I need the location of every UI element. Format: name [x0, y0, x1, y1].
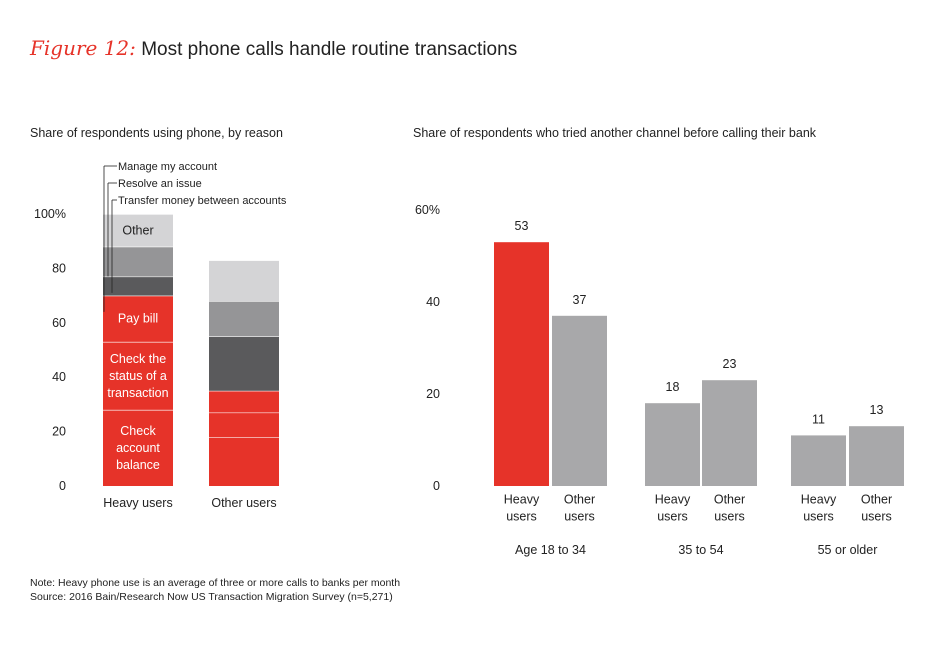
right-bar-value-label: 11 — [812, 412, 825, 426]
left-bar-segment — [103, 341, 173, 410]
figure-title-text: Most phone calls handle routine transact… — [141, 39, 518, 60]
left-x-category-label: Other users — [211, 496, 276, 510]
note-text: Note: Heavy phone use is an average of t… — [30, 577, 401, 589]
left-y-tick-label: 100% — [34, 207, 66, 221]
right-bar — [702, 380, 757, 486]
annotation-label: Transfer money between accounts — [118, 195, 287, 207]
right-bar-category-label: Other users — [714, 493, 745, 524]
right-bar-category-label: Other users — [564, 493, 595, 524]
left-y-tick-label: 0 — [59, 479, 66, 493]
footnote: Note: Heavy phone use is an average of t… — [30, 576, 400, 604]
right-bar — [791, 435, 846, 486]
left-y-tick-label: 60 — [52, 316, 66, 330]
figure-label: Figure 12: — [30, 36, 136, 60]
annotation-label: Resolve an issue — [118, 178, 202, 190]
right-bar — [552, 315, 607, 486]
figure-title: Figure 12: Most phone calls handle routi… — [30, 36, 517, 61]
right-group-label: Age 18 to 34 — [515, 543, 586, 557]
left-x-category-label: Heavy users — [103, 496, 172, 510]
left-segment-label: Pay bill — [118, 312, 158, 326]
left-bar-segment — [103, 276, 173, 296]
right-bar-value-label: 23 — [723, 357, 737, 371]
left-bar-segment — [209, 336, 279, 391]
right-bar — [849, 426, 904, 486]
right-bar — [645, 403, 700, 486]
right-group-label: 55 or older — [818, 543, 878, 557]
left-segment-label: Check account balance — [116, 424, 160, 472]
right-bar-value-label: 18 — [666, 380, 680, 394]
left-bar-segment — [103, 246, 173, 277]
right-y-tick-label: 0 — [433, 479, 440, 493]
left-bar-segment — [103, 295, 173, 342]
left-segment-label: Other — [122, 223, 153, 237]
right-bar-category-label: Heavy users — [504, 493, 540, 524]
right-y-tick-label: 60% — [415, 203, 440, 217]
source-text: Source: 2016 Bain/Research Now US Transa… — [30, 591, 393, 603]
left-y-tick-label: 80 — [52, 261, 66, 275]
right-y-tick-label: 20 — [426, 387, 440, 401]
left-chart-title: Share of respondents using phone, by rea… — [30, 126, 283, 140]
left-bar-segment — [209, 260, 279, 302]
left-segment-label: Check the status of a transaction — [107, 352, 168, 400]
right-bar-category-label: Other users — [861, 493, 892, 524]
left-bar-segment — [209, 412, 279, 438]
left-y-tick-label: 20 — [52, 425, 66, 439]
right-chart-title: Share of respondents who tried another c… — [413, 126, 817, 140]
left-bar-segment — [209, 390, 279, 413]
right-bar-value-label: 37 — [573, 293, 587, 307]
right-bar-value-label: 13 — [870, 403, 884, 417]
right-bar — [494, 242, 549, 486]
annotation-label: Manage my account — [118, 161, 217, 173]
left-bar-segment — [209, 437, 279, 486]
right-bar-category-label: Heavy users — [801, 493, 837, 524]
left-bar-segment — [209, 301, 279, 337]
left-bar-segment — [103, 409, 173, 486]
left-y-tick-label: 40 — [52, 370, 66, 384]
right-bar-value-label: 53 — [515, 219, 529, 233]
right-y-tick-label: 40 — [426, 295, 440, 309]
right-group-label: 35 to 54 — [678, 543, 723, 557]
left-bar-segment — [103, 214, 173, 247]
right-bar-category-label: Heavy users — [655, 493, 691, 524]
